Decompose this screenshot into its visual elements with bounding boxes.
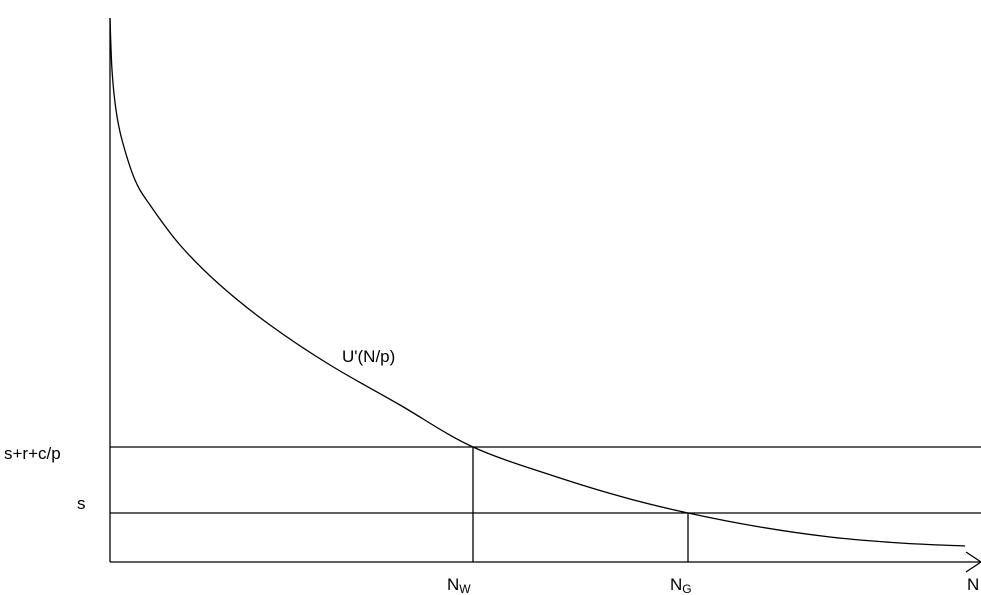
ng-label: NG <box>670 575 692 595</box>
x-axis-arrowhead <box>965 551 981 573</box>
ng-label-main: N <box>670 575 682 594</box>
ng-label-sub: G <box>682 582 691 595</box>
nw-label: NW <box>447 575 471 595</box>
upper-level-label: s+r+c/p <box>4 444 61 463</box>
nw-label-main: N <box>447 575 459 594</box>
lower-level-label: s <box>77 494 86 513</box>
nw-label-sub: W <box>459 582 471 595</box>
marginal-utility-curve <box>109 17 966 547</box>
x-axis-end-label: N <box>967 575 979 594</box>
curve-label: U'(N/p) <box>342 347 395 366</box>
